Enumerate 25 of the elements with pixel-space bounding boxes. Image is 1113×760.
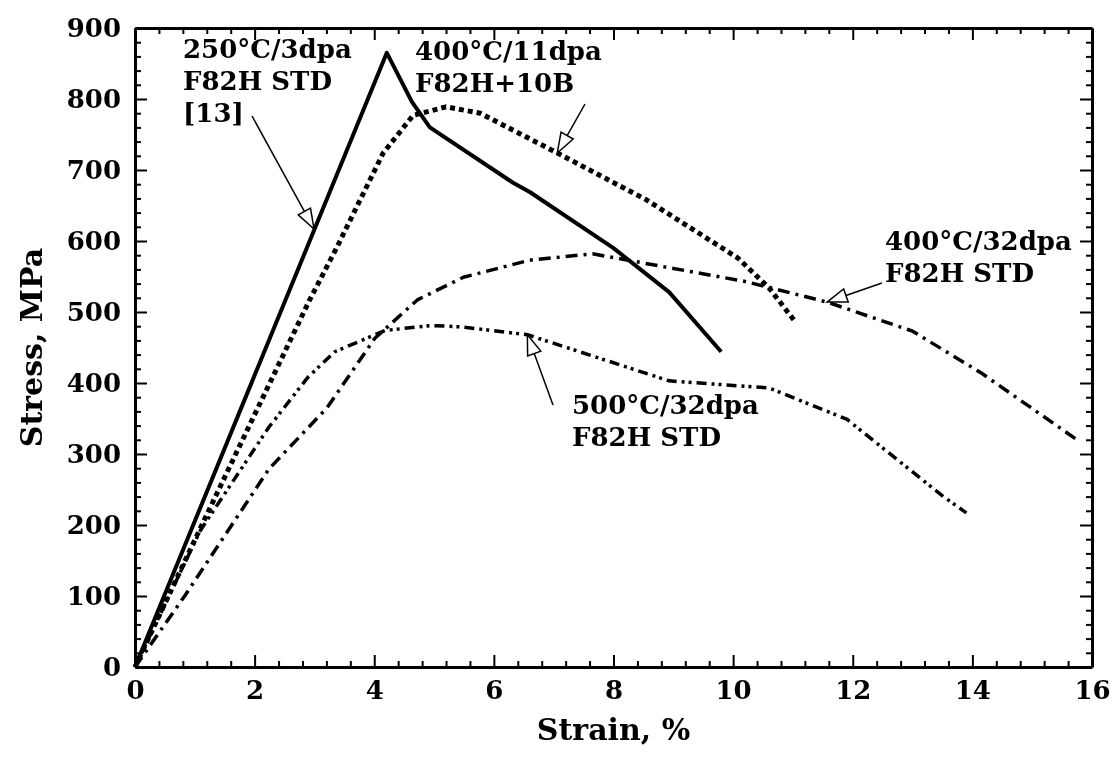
y-tick-label: 700 bbox=[66, 154, 121, 185]
y-tick-label: 400 bbox=[66, 367, 121, 398]
annotation: 500°C/32dpa F82H STD bbox=[572, 390, 759, 452]
y-tick-label: 200 bbox=[66, 509, 121, 540]
x-tick-label: 4 bbox=[365, 675, 384, 706]
x-axis-title: Strain, % bbox=[536, 712, 691, 747]
x-tick-label: 12 bbox=[835, 675, 872, 706]
x-tick-label: 16 bbox=[1074, 675, 1111, 706]
annotation: 400°C/11dpa F82H+10B bbox=[415, 36, 602, 98]
y-tick-label: 100 bbox=[66, 580, 121, 611]
y-tick-label: 500 bbox=[66, 296, 121, 327]
annotation: 250°C/3dpa F82H STD [13] bbox=[183, 34, 352, 128]
x-tick-label: 0 bbox=[126, 675, 145, 706]
x-tick-label: 8 bbox=[604, 675, 624, 706]
x-tick-label: 10 bbox=[715, 675, 752, 706]
y-axis-title: Stress, MPa bbox=[14, 247, 49, 448]
x-tick-label: 6 bbox=[485, 675, 504, 706]
x-tick-label: 14 bbox=[954, 675, 991, 706]
annotation: 400°C/32dpa F82H STD bbox=[885, 226, 1072, 288]
y-tick-label: 300 bbox=[66, 438, 121, 469]
y-tick-label: 0 bbox=[102, 651, 121, 682]
x-tick-label: 2 bbox=[246, 675, 265, 706]
y-tick-label: 600 bbox=[66, 225, 121, 256]
y-tick-label: 900 bbox=[66, 12, 121, 43]
y-tick-label: 800 bbox=[66, 83, 121, 114]
